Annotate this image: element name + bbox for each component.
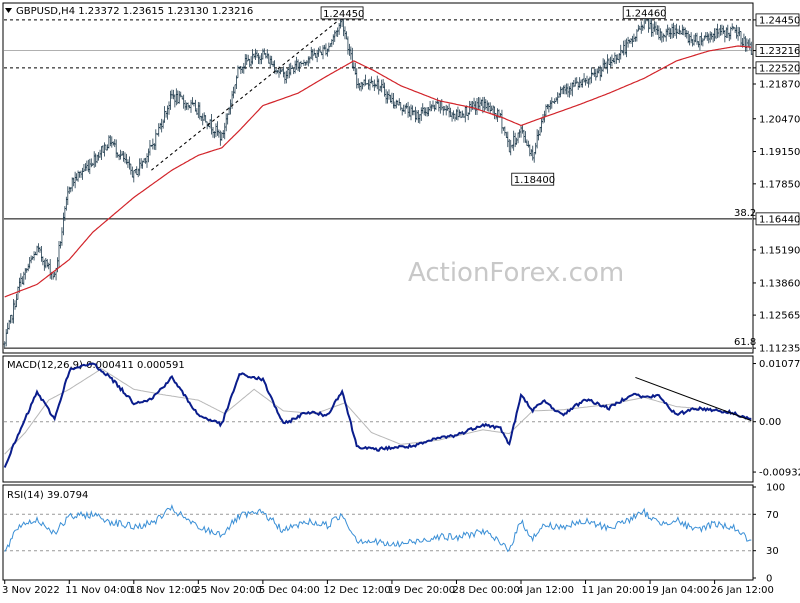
rsi-y-tick-label: 70 xyxy=(766,510,779,521)
macd-y-tick-label: 0.00 xyxy=(759,417,781,428)
x-tick-label: 3 Nov 2022 xyxy=(2,585,60,596)
price-layer: 38.2 61.8 1.24450 1.24460 1.18400 xyxy=(3,6,756,349)
x-tick-label: 19 Dec 20:00 xyxy=(388,585,455,596)
macd-y-tick-label: -0.009328 xyxy=(759,468,800,479)
annotation-box xyxy=(511,172,555,186)
price-trendline xyxy=(151,19,340,171)
price-tag-box xyxy=(755,212,800,226)
y-tick-label: 1.15190 xyxy=(759,245,800,256)
x-tick-label: 28 Dec 00:00 xyxy=(452,585,519,596)
y-tick-label: 1.24450 xyxy=(759,15,800,26)
macd-layer xyxy=(3,362,752,468)
rsi-panel xyxy=(2,484,754,581)
x-tick-label: 19 Jan 04:00 xyxy=(646,585,709,596)
dropdown-triangle-icon[interactable] xyxy=(5,8,12,13)
price-tag-box xyxy=(755,61,800,75)
price-panel xyxy=(2,2,754,354)
rsi-line xyxy=(4,503,752,553)
candle xyxy=(750,41,753,55)
x-tick-label: 26 Jan 12:00 xyxy=(711,585,774,596)
axis-layer: 1.24450 1.23216 1.22520 1.21870 1.20470 1.191… xyxy=(2,13,800,596)
annotation-box xyxy=(622,6,666,20)
x-tick-label: 5 Dec 04:00 xyxy=(259,585,320,596)
fib-label: 61.8 xyxy=(734,337,756,348)
macd-signal-line xyxy=(4,368,752,455)
moving-average-line xyxy=(4,45,752,298)
watermark: ActionForex.com xyxy=(408,258,624,288)
symbol-info: GBPUSD,H4 1.23372 1.23615 1.23130 1.2321… xyxy=(16,6,253,17)
macd-trendline xyxy=(635,376,752,422)
x-tick-label: 18 Nov 12:00 xyxy=(130,585,197,596)
macd-panel xyxy=(2,355,754,483)
annotation-label: 1.24450 xyxy=(323,9,364,20)
x-tick-label: 11 Nov 04:00 xyxy=(65,585,132,596)
rsi-y-tick-label: 30 xyxy=(766,546,779,557)
y-tick-label: 1.12565 xyxy=(759,311,800,322)
x-tick-label: 25 Nov 20:00 xyxy=(194,585,261,596)
annotation-box xyxy=(320,6,364,20)
y-tick-label: 1.23216 xyxy=(759,46,800,57)
price-tag-box xyxy=(755,13,800,27)
x-tick-label: 4 Jan 12:00 xyxy=(517,585,574,596)
annotation-label: 1.24460 xyxy=(625,9,666,20)
rsi-layer xyxy=(4,503,752,553)
y-tick-label: 1.11235 xyxy=(759,344,800,355)
x-tick-label: 11 Jan 20:00 xyxy=(582,585,645,596)
y-tick-label: 1.13860 xyxy=(759,278,800,289)
price-tag-box xyxy=(755,44,800,57)
y-tick-label: 1.19150 xyxy=(759,147,800,158)
fib-label: 38.2 xyxy=(734,208,756,219)
y-tick-label: 1.16440 xyxy=(759,214,800,225)
annotation-label: 1.18400 xyxy=(514,175,555,186)
rsi-y-tick-label: 0 xyxy=(766,574,772,585)
macd-y-tick-label: 0.010774 xyxy=(759,359,800,370)
y-tick-label: 1.21870 xyxy=(759,79,800,90)
x-tick-label: 12 Dec 12:00 xyxy=(323,585,390,596)
macd-main-line xyxy=(3,362,752,468)
y-tick-label: 1.17850 xyxy=(759,179,800,190)
rsi-y-tick-label: 100 xyxy=(766,483,785,494)
y-tick-label: 1.22520 xyxy=(759,63,800,74)
rsi-title: RSI(14) 39.0794 xyxy=(7,490,88,501)
y-tick-label: 1.20470 xyxy=(759,114,800,125)
